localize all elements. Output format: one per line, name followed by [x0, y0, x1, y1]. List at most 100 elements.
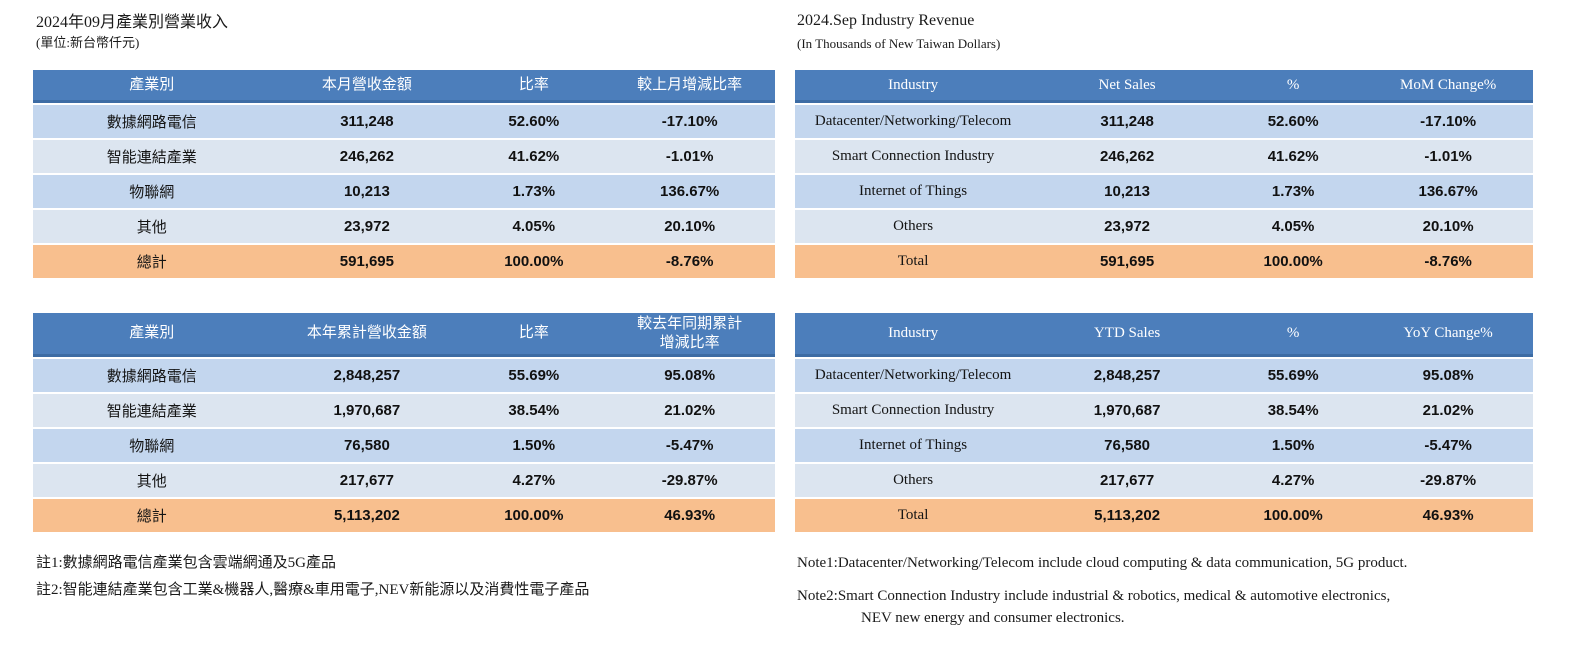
header-cell: YoY Change%: [1403, 325, 1493, 342]
value-cell: 136.67%: [1418, 183, 1478, 200]
row-label: 物聯網: [129, 185, 175, 201]
table-row: Others 217,677 4.27% -29.87%: [795, 464, 1533, 497]
value-cell: 4.05%: [512, 218, 556, 235]
value-cell: 52.60%: [1267, 113, 1319, 130]
row-label: Smart Connection Industry: [831, 402, 995, 418]
value-cell: 217,677: [1099, 472, 1155, 489]
value-cell: 4.27%: [1271, 472, 1315, 489]
value-cell: 1.73%: [512, 183, 556, 200]
total-value-cell: 46.93%: [664, 507, 716, 524]
value-cell: 4.27%: [512, 472, 556, 489]
header-cell: 比率: [518, 76, 549, 93]
total-label: Total: [897, 507, 929, 523]
header-cell: 較上月增減比率: [637, 76, 743, 93]
value-cell: 311,248: [340, 113, 394, 130]
value-cell: 246,262: [339, 148, 394, 165]
header-cell: %: [1286, 325, 1300, 342]
row-label: 智能連結產業: [106, 150, 197, 166]
table-row: 物聯網 76,580 1.50% -5.47%: [33, 429, 775, 462]
value-cell: 23,972: [343, 218, 390, 235]
table-header-row: Industry YTD Sales% YoY Change%: [795, 313, 1533, 357]
value-cell: 1,970,687: [333, 402, 401, 419]
table-row: 數據網路電信 2,848,257 55.69% 95.08%: [33, 359, 775, 392]
value-cell: 4.05%: [1271, 218, 1315, 235]
table-row: Others 23,972 4.05% 20.10%: [795, 210, 1533, 243]
total-value-cell: 591,695: [339, 253, 394, 270]
total-value-cell: 100.00%: [504, 253, 564, 270]
total-label: 總計: [136, 509, 167, 525]
row-label: Datacenter/Networking/Telecom: [814, 367, 1012, 383]
table-header-row: 產業別 本年累計營收金額 比率 較去年同期累計 增減比率: [33, 313, 775, 357]
table-total-row: Total 5,113,202 100.00% 46.93%: [795, 499, 1533, 532]
value-cell: -5.47%: [665, 437, 714, 454]
row-label: Others: [893, 218, 934, 234]
table-total-row: Total 591,695 100.00% -8.76%: [795, 245, 1533, 278]
header-cell: 產業別: [129, 325, 175, 342]
value-cell: 1.73%: [1271, 183, 1315, 200]
value-cell: 1.50%: [512, 437, 556, 454]
table-row: 其他 23,972 4.05% 20.10%: [33, 210, 775, 243]
value-cell: 1.50%: [1271, 437, 1315, 454]
table-monthly-revenue-zh: 產業別 本月營收金額 比率 較上月增減比率數據網路電信 311,248 52.60% -17…: [33, 70, 775, 280]
row-label: 智能連結產業: [106, 404, 197, 420]
table-monthly-revenue-en: Industry Net Sales% MoM Change% Datacenter/…: [795, 70, 1533, 280]
page-subtitle-en: (In Thousands of New Taiwan Dollars): [797, 36, 1001, 51]
header-cell: Industry: [888, 76, 939, 93]
table-header-row: Industry Net Sales% MoM Change%: [795, 70, 1533, 103]
value-cell: 41.62%: [1267, 148, 1319, 165]
value-cell: 76,580: [343, 437, 390, 454]
total-value-cell: 100.00%: [1263, 253, 1323, 270]
total-value-cell: 591,695: [1099, 253, 1155, 270]
page-title-en: 2024.Sep Industry Revenue: [797, 12, 975, 29]
header-cell: Net Sales: [1098, 76, 1156, 93]
header-cell: 本月營收金額: [321, 76, 412, 93]
total-value-cell: 100.00%: [504, 507, 564, 524]
total-label: 總計: [136, 255, 167, 271]
footnote-2-zh: 註2:智能連結產業包含工業&機器人,醫療&車用電子,NEV新能源以及消費性電子產…: [36, 582, 590, 598]
header-cell: MoM Change%: [1399, 76, 1497, 93]
table-row: 智能連結產業 1,970,687 38.54% 21.02%: [33, 394, 775, 427]
value-cell: -17.10%: [661, 113, 718, 130]
total-value-cell: 100.00%: [1263, 507, 1323, 524]
footnotes-zh: 註1:數據網路電信產業包含雲端網通及5G產品 註2:智能連結產業包含工業&機器人…: [36, 550, 589, 604]
table-ytd-revenue-zh: 產業別 本年累計營收金額 比率 較去年同期累計 增減比率 數據網路電信 2,848,257…: [33, 313, 775, 534]
table-row: Datacenter/Networking/Telecom 2,848,257 55…: [795, 359, 1533, 392]
table-row: 數據網路電信 311,248 52.60% -17.10%: [33, 105, 775, 138]
row-label: 物聯網: [129, 439, 175, 455]
value-cell: 10,213: [1104, 183, 1151, 200]
table-total-row: 總計 5,113,202 100.00% 46.93%: [33, 499, 775, 532]
row-label: 數據網路電信: [106, 115, 197, 131]
value-cell: 311,248: [1100, 113, 1154, 130]
value-cell: -29.87%: [661, 472, 718, 489]
value-cell: 55.69%: [508, 367, 560, 384]
value-cell: 246,262: [1099, 148, 1155, 165]
footnote-1-en: Note1:Datacenter/Networking/Telecom incl…: [797, 555, 1408, 571]
value-cell: 20.10%: [664, 218, 716, 235]
table-ytd-revenue-en: Industry YTD Sales% YoY Change% Datacenter/…: [795, 313, 1533, 534]
value-cell: -1.01%: [1424, 148, 1472, 165]
total-value-cell: -8.76%: [1424, 253, 1472, 270]
page-title-zh: 2024年09月產業別營業收入: [36, 14, 229, 31]
row-label: Smart Connection Industry: [831, 148, 995, 164]
total-value-cell: 46.93%: [1422, 507, 1474, 524]
row-label: Internet of Things: [859, 437, 968, 453]
value-cell: 2,848,257: [333, 367, 401, 384]
total-value-cell: 5,113,202: [1094, 507, 1161, 524]
value-cell: 23,972: [1104, 218, 1151, 235]
value-cell: 76,580: [1104, 437, 1151, 454]
header-cell: 產業別: [129, 76, 175, 93]
table-row: 智能連結產業 246,262 41.62% -1.01%: [33, 140, 775, 173]
page-subtitle-zh: (單位:新台幣仟元): [36, 35, 140, 50]
value-cell: 21.02%: [1422, 402, 1474, 419]
value-cell: -29.87%: [1420, 472, 1477, 489]
footnotes-en: Note1:Datacenter/Networking/Telecom incl…: [797, 552, 1555, 640]
value-cell: 21.02%: [664, 402, 716, 419]
value-cell: 52.60%: [508, 113, 560, 130]
value-cell: 1,970,687: [1093, 402, 1161, 419]
header-cell: YTD Sales: [1093, 325, 1161, 342]
value-cell: 20.10%: [1422, 218, 1474, 235]
table-row: Internet of Things 76,580 1.50% -5.47%: [795, 429, 1533, 462]
footnote-1-zh: 註1:數據網路電信產業包含雲端網通及5G產品: [36, 555, 337, 571]
table-row: Smart Connection Industry 1,970,687 38.54%…: [795, 394, 1533, 427]
value-cell: 217,677: [339, 472, 394, 489]
